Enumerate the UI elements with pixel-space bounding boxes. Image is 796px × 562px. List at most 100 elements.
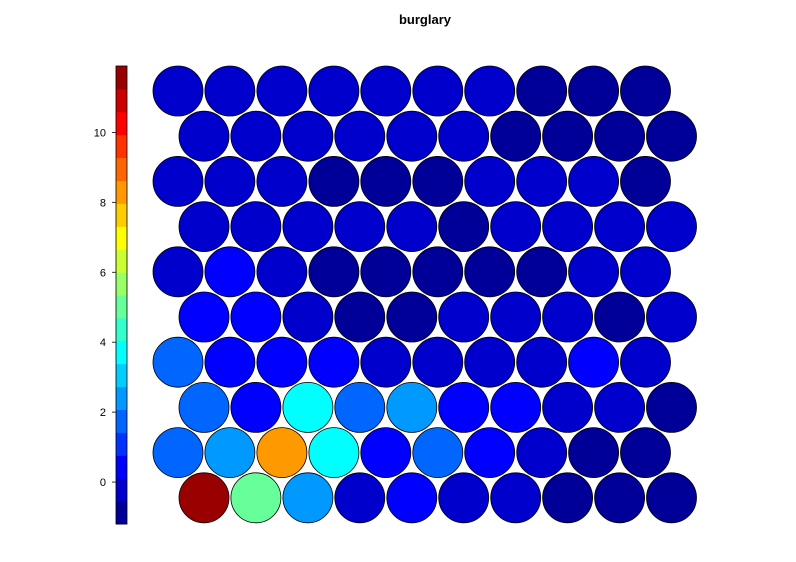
som-cell xyxy=(204,65,256,117)
som-cell xyxy=(230,110,282,162)
som-cell xyxy=(516,336,568,388)
som-cell xyxy=(490,201,542,253)
som-cell xyxy=(152,336,204,388)
som-cell xyxy=(542,381,593,433)
colorbar-tick-label: 6 xyxy=(100,267,106,279)
som-cell xyxy=(152,427,204,479)
som-cell xyxy=(516,427,568,479)
som-cell xyxy=(386,201,438,253)
som-cell xyxy=(256,427,308,479)
colorbar-segment xyxy=(116,180,127,204)
som-cell xyxy=(464,155,516,207)
som-cell xyxy=(438,110,490,162)
som-cell xyxy=(568,65,619,117)
som-cell xyxy=(256,336,308,388)
som-cell xyxy=(334,472,386,524)
colorbar-segment xyxy=(116,272,127,296)
som-cell xyxy=(412,427,464,479)
som-cell xyxy=(386,110,438,162)
colorbar-tick-label: 10 xyxy=(94,127,106,139)
som-cell xyxy=(204,246,256,298)
som-cell xyxy=(594,381,645,433)
colorbar-segment xyxy=(116,295,127,319)
som-cell xyxy=(256,155,308,207)
som-cell xyxy=(594,110,645,162)
colorbar-segment xyxy=(116,432,127,456)
som-cell xyxy=(282,381,334,433)
colorbar-ticks: 0 2 4 6 8 10 xyxy=(94,127,116,489)
som-cell xyxy=(282,472,334,524)
som-cell xyxy=(490,110,542,162)
som-cell xyxy=(464,427,516,479)
som-cell xyxy=(256,65,308,117)
som-cell xyxy=(334,201,386,253)
colorbar-segment xyxy=(116,249,127,273)
som-cell xyxy=(360,336,412,388)
som-cell xyxy=(464,336,516,388)
som-cell xyxy=(230,381,282,433)
som-cell xyxy=(308,65,360,117)
som-cell xyxy=(308,336,360,388)
som-cell xyxy=(178,110,230,162)
som-cell xyxy=(334,291,386,343)
som-cell xyxy=(178,291,230,343)
colorbar-segment xyxy=(116,226,127,250)
som-cell xyxy=(178,201,230,253)
colorbar-tick-label: 4 xyxy=(100,337,106,349)
som-cell xyxy=(542,291,593,343)
som-cell xyxy=(386,291,438,343)
colorbar-segment xyxy=(116,363,127,388)
som-cell xyxy=(412,246,464,298)
colorbar-segment xyxy=(116,501,127,525)
som-cell xyxy=(438,472,490,524)
som-cell xyxy=(204,155,256,207)
som-cell xyxy=(594,291,645,343)
som-cell xyxy=(360,246,412,298)
colorbar-segment xyxy=(116,134,127,159)
som-cell xyxy=(646,201,697,253)
som-cell xyxy=(568,336,619,388)
som-cell xyxy=(464,246,516,298)
som-cell xyxy=(594,472,645,524)
som-cell xyxy=(490,291,542,343)
som-cell xyxy=(230,201,282,253)
som-cell xyxy=(412,336,464,388)
som-cell xyxy=(386,381,438,433)
som-cell xyxy=(412,65,464,117)
som-cell xyxy=(334,110,386,162)
chart-title: burglary xyxy=(399,12,452,27)
som-cell xyxy=(360,155,412,207)
som-cell xyxy=(438,201,490,253)
colorbar-segment xyxy=(116,203,127,227)
som-cell xyxy=(282,201,334,253)
colorbar-segment xyxy=(116,409,127,433)
som-cell xyxy=(490,381,542,433)
som-cell xyxy=(282,291,334,343)
colorbar-tick-label: 2 xyxy=(100,407,106,419)
colorbar-segment xyxy=(116,66,127,90)
som-cell xyxy=(360,65,412,117)
colorbar-segment xyxy=(116,317,127,342)
colorbar-segment xyxy=(116,157,127,181)
colorbar-segment xyxy=(116,340,127,365)
som-cell xyxy=(308,427,360,479)
som-cell xyxy=(594,201,645,253)
som-cell xyxy=(620,155,671,207)
som-cell xyxy=(620,65,671,117)
colorbar-segment xyxy=(116,455,127,479)
som-cell xyxy=(620,246,671,298)
som-cell xyxy=(646,381,697,433)
colorbar-segment xyxy=(116,88,127,113)
colorbar-segment xyxy=(116,478,127,502)
som-cell xyxy=(516,155,568,207)
som-cell xyxy=(178,381,230,433)
som-cell xyxy=(438,381,490,433)
som-cell xyxy=(542,110,593,162)
colorbar xyxy=(115,65,128,525)
som-cell xyxy=(308,246,360,298)
som-cell xyxy=(386,472,438,524)
som-cell xyxy=(542,472,593,524)
som-cells xyxy=(152,65,697,524)
som-cell xyxy=(230,291,282,343)
